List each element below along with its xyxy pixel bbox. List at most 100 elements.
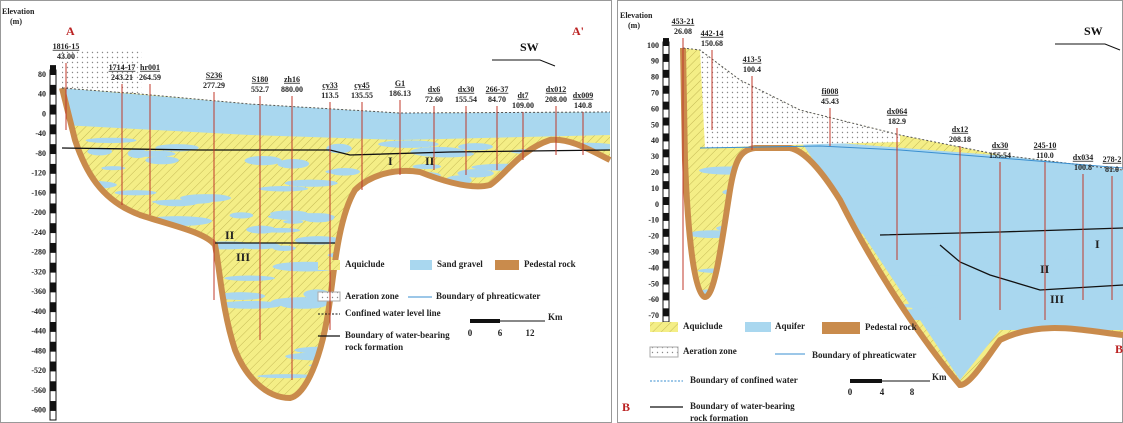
- aquifer-lens: [970, 201, 1012, 207]
- aquifer-lens: [1057, 253, 1085, 260]
- aquifer-lens: [537, 350, 574, 358]
- direction-arrow: [492, 60, 555, 66]
- tick-label: 20: [651, 168, 659, 177]
- aquifer-lens: [325, 169, 348, 173]
- aquifer-lens: [522, 348, 552, 355]
- aquifer-lens: [448, 380, 497, 388]
- aquifer-lens: [458, 386, 514, 394]
- tick-label: -80: [35, 149, 46, 158]
- axis-segment: [50, 263, 56, 273]
- well-id: dx034: [1073, 153, 1093, 162]
- legend-label: Boundary of water-bearing: [690, 401, 795, 411]
- aquifer-lens: [378, 140, 439, 148]
- aquifer-lens: [396, 249, 443, 255]
- axis-segment: [50, 203, 56, 213]
- tick-label: 0: [42, 109, 46, 118]
- aquifer-lens: [366, 385, 401, 389]
- aquifer-lens: [584, 260, 618, 267]
- tick-label: 60: [651, 104, 659, 113]
- aquifer-lens: [550, 240, 605, 246]
- tick-label: -10: [648, 216, 659, 225]
- tick-label: -400: [31, 307, 46, 316]
- zone-label: I: [1095, 237, 1100, 251]
- axis-segment: [50, 401, 56, 411]
- aquifer-lens: [699, 166, 755, 174]
- scale-tick: 8: [910, 387, 915, 397]
- aquifer-lens: [433, 365, 495, 375]
- tick-label: -120: [31, 169, 46, 178]
- aquifer-lens: [508, 223, 536, 229]
- direction-arrow: [1055, 44, 1120, 50]
- axis-segment: [663, 197, 669, 205]
- scale-unit: Km: [932, 372, 947, 382]
- aquifer-lens: [539, 344, 591, 352]
- axis-title: Elevation: [2, 7, 35, 16]
- axis-segment: [663, 70, 669, 78]
- axis-segment: [663, 54, 669, 62]
- axis-segment: [50, 302, 56, 312]
- aquifer-lens: [416, 211, 472, 217]
- aquifer-lens: [580, 246, 634, 255]
- aquifer-lens: [763, 153, 791, 160]
- aquifer-lens: [260, 228, 300, 233]
- aquifer-lens: [582, 195, 634, 200]
- aquifer-lens: [452, 365, 475, 371]
- axis-segment: [50, 282, 56, 292]
- well-elevation: 243.21: [111, 73, 133, 82]
- aquifer-lens: [147, 388, 195, 396]
- aquifer-lens: [103, 298, 160, 303]
- aquifer-lens: [467, 245, 499, 253]
- aquifer-lens: [439, 224, 495, 231]
- aquifer-lens: [174, 360, 235, 366]
- aquifer-lens: [723, 239, 768, 243]
- scale-tick: 0: [468, 328, 473, 338]
- well-elevation: 45.43: [821, 97, 839, 106]
- legend-label: Pedestal rock: [865, 322, 917, 332]
- aquifer-lens: [483, 246, 546, 255]
- aquifer-lens: [868, 199, 895, 205]
- aquifer-lens: [108, 317, 173, 321]
- scale-unit: Km: [548, 312, 563, 322]
- aquifer-lens: [531, 240, 563, 246]
- aquifer-lens: [787, 276, 830, 280]
- axis-segment: [663, 165, 669, 173]
- legend-swatch: [410, 260, 432, 270]
- aquifer-lens: [542, 151, 580, 157]
- well-elevation: 880.00: [281, 85, 303, 94]
- aquifer-lens: [776, 178, 814, 184]
- axis-segment: [663, 308, 669, 316]
- aquifer-lens: [390, 270, 435, 278]
- well-elevation: 208.18: [949, 135, 971, 144]
- aquifer-lens: [352, 270, 393, 275]
- axis-segment: [50, 223, 56, 233]
- aquifer-lens: [414, 247, 438, 256]
- axis-segment: [663, 118, 669, 126]
- tick-label: 80: [651, 73, 659, 82]
- well-id: 453-21: [672, 17, 695, 26]
- legend-swatch: [650, 347, 678, 357]
- axis-segment: [663, 38, 669, 46]
- aquifer-lens: [344, 269, 402, 275]
- aquifer-lens: [450, 371, 472, 376]
- axis-segment: [663, 277, 669, 285]
- aquifer-lens: [570, 157, 599, 161]
- tick-label: -60: [648, 295, 659, 304]
- well-id: dx12: [952, 125, 968, 134]
- axis-unit: (m): [628, 21, 640, 30]
- well-elevation: 186.13: [389, 89, 411, 98]
- aquifer-lens: [299, 392, 341, 399]
- direction: SW: [520, 40, 539, 54]
- well-id: cy33: [322, 81, 338, 90]
- aquifer-lens: [107, 356, 141, 362]
- well-elevation: 140.8: [574, 101, 592, 110]
- tick-label: -50: [648, 279, 659, 288]
- well-id: dx064: [887, 107, 907, 116]
- legend-swatch: [650, 322, 678, 332]
- aquifer-lens: [224, 276, 275, 281]
- aquifer-lens: [492, 389, 520, 399]
- aquifer-lens: [580, 190, 632, 197]
- aquifer-lens: [259, 186, 308, 191]
- axis-segment: [663, 213, 669, 221]
- aquifer-lens: [516, 367, 580, 376]
- aquifer-lens: [486, 364, 512, 373]
